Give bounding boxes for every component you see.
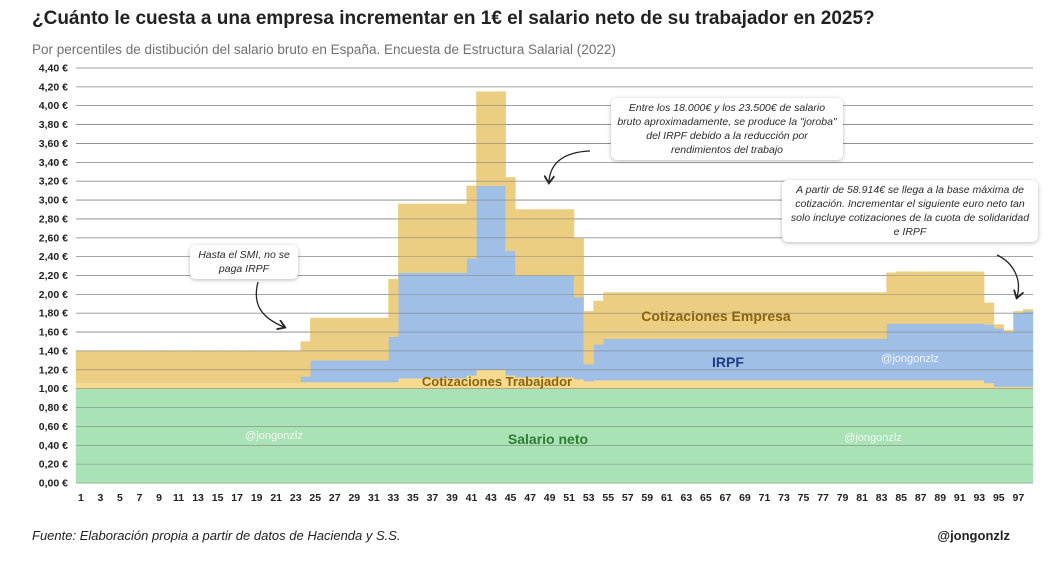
x-tick-label: 97 [1013,492,1025,504]
x-tick-label: 47 [524,492,536,504]
x-axis: 1 3 5 7 9 11 13 15 17 19 21 23 25 27 29 31 33 35 37 39 41 43 4… [78,492,1024,504]
x-tick-label: 35 [407,492,419,504]
annotation-joroba-irpf: Entre los 18.000€ y los 23.500€ de salar… [611,98,843,160]
x-tick-label: 75 [798,492,810,504]
y-tick-label: 0,00 € [39,478,68,490]
annotation-arrows [255,150,1018,327]
x-tick-label: 93 [973,492,985,504]
x-tick-label: 95 [993,492,1005,504]
x-tick-label: 89 [934,492,946,504]
x-tick-label: 49 [544,492,556,504]
author-handle: @jongonzlz [937,528,1010,543]
stacked-areas [75,91,1034,484]
x-tick-label: 53 [583,492,595,504]
y-tick-label: 0,80 € [39,402,68,414]
watermark: @jongonzlz [245,430,303,442]
x-tick-label: 69 [739,492,751,504]
x-tick-label: 21 [270,492,282,504]
x-tick-label: 55 [602,492,614,504]
y-tick-label: 2,00 € [39,289,68,301]
annotation-smi: Hasta el SMI, no se paga IRPF [190,245,298,279]
x-tick-label: 39 [446,492,458,504]
x-tick-label: 29 [348,492,360,504]
y-axis: 0,00 € 0,20 € 0,40 € 0,60 € 0,80 € 1,00 € 1,20… [39,63,68,490]
y-tick-label: 1,80 € [39,308,68,320]
x-tick-label: 77 [817,492,829,504]
x-tick-label: 81 [856,492,868,504]
x-tick-label: 23 [290,492,302,504]
x-tick-label: 85 [895,492,907,504]
y-tick-label: 0,40 € [39,440,68,452]
x-tick-label: 9 [156,492,162,504]
arrow-base-maxima [996,254,1018,297]
x-tick-label: 5 [117,492,123,504]
watermark: @jongonzlz [844,432,902,444]
x-tick-label: 63 [680,492,692,504]
x-tick-label: 31 [368,492,380,504]
y-tick-label: 2,20 € [39,270,68,282]
y-tick-label: 2,60 € [39,232,68,244]
series-label-cotizaciones-trabajador: Cotizaciones Trabajador [422,374,572,389]
y-tick-label: 1,40 € [39,345,68,357]
y-tick-label: 0,60 € [39,421,68,433]
watermark: @jongonzlz [881,353,939,365]
y-tick-label: 1,00 € [39,383,68,395]
y-tick-label: 3,40 € [39,157,68,169]
x-tick-label: 61 [661,492,673,504]
x-tick-label: 41 [466,492,478,504]
x-tick-label: 33 [388,492,400,504]
x-tick-label: 71 [759,492,771,504]
annotation-base-maxima: A partir de 58.914€ se llega a la base m… [782,180,1038,242]
x-tick-label: 67 [720,492,732,504]
x-tick-label: 91 [954,492,966,504]
x-tick-label: 83 [876,492,888,504]
y-tick-label: 2,80 € [39,213,68,225]
x-tick-label: 57 [622,492,634,504]
x-tick-label: 17 [231,492,243,504]
chart-title: ¿Cuánto le cuesta a una empresa incremen… [32,8,875,29]
y-tick-label: 3,20 € [39,176,68,188]
series-label-cotizaciones-empresa: Cotizaciones Empresa [641,308,791,324]
x-tick-label: 87 [915,492,927,504]
x-tick-label: 25 [309,492,321,504]
series-label-salario-neto: Salario neto [508,431,588,447]
x-tick-label: 43 [485,492,497,504]
chart-subtitle: Por percentiles de distibución del salar… [32,42,616,57]
x-tick-label: 65 [700,492,712,504]
x-tick-label: 59 [641,492,653,504]
y-tick-label: 4,00 € [39,100,68,112]
y-tick-label: 3,60 € [39,138,68,150]
x-tick-label: 51 [563,492,575,504]
x-tick-label: 73 [778,492,790,504]
x-tick-label: 45 [505,492,517,504]
arrow-joroba [549,150,591,182]
x-tick-label: 79 [837,492,849,504]
x-tick-label: 13 [192,492,204,504]
y-tick-label: 3,80 € [39,119,68,131]
x-tick-label: 37 [427,492,439,504]
x-tick-label: 7 [137,492,143,504]
y-tick-label: 2,40 € [39,251,68,263]
series-label-irpf: IRPF [712,354,744,370]
y-tick-label: 0,20 € [39,459,68,471]
x-tick-label: 11 [173,492,184,504]
x-tick-label: 19 [251,492,263,504]
y-tick-label: 3,00 € [39,195,68,207]
source-note: Fuente: Elaboración propia a partir de d… [32,528,401,543]
y-tick-label: 4,40 € [39,63,68,75]
y-tick-label: 4,20 € [39,81,68,93]
area-cotizaciones-empresa [75,91,1034,383]
y-tick-label: 1,20 € [39,364,68,376]
x-tick-label: 27 [329,492,341,504]
x-tick-label: 1 [78,492,84,504]
arrow-smi [255,281,284,327]
x-tick-label: 3 [97,492,103,504]
x-tick-label: 15 [212,492,224,504]
y-tick-label: 1,60 € [39,327,68,339]
